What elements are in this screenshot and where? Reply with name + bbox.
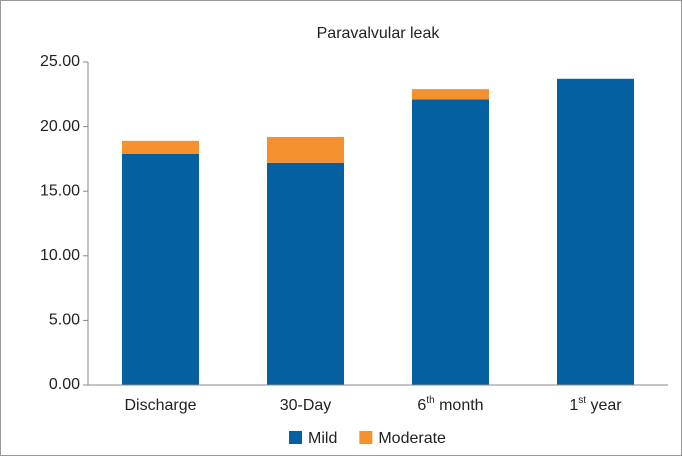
legend-swatch (289, 431, 302, 444)
bar-segment (412, 99, 489, 385)
bar-segment (557, 78, 634, 386)
x-tick-label: 6th month (417, 395, 483, 415)
bar-segment (122, 153, 199, 385)
y-tick-label: 5.00 (49, 312, 80, 329)
x-tick-label: 1st year (569, 395, 622, 415)
chart-title: Paravalvular leak (317, 25, 441, 42)
legend-label: Moderate (378, 430, 446, 447)
legend-label: Mild (308, 430, 337, 447)
x-tick-label: 30-Day (280, 397, 332, 414)
bar-segment (412, 89, 489, 100)
y-tick-label: 20.00 (40, 118, 80, 135)
bar-segment (267, 162, 344, 385)
y-tick-label: 0.00 (49, 376, 80, 393)
y-tick-label: 10.00 (40, 247, 80, 264)
bar-segment (122, 140, 199, 154)
bar-segment (267, 136, 344, 163)
y-tick-label: 25.00 (40, 53, 80, 70)
y-tick-label: 15.00 (40, 182, 80, 199)
legend-swatch (359, 431, 373, 444)
x-tick-label: Discharge (124, 397, 196, 414)
